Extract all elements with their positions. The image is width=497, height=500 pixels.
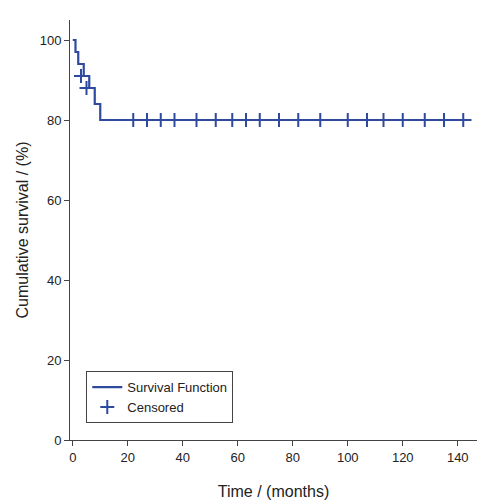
svg-text:20: 20: [47, 353, 61, 368]
svg-text:80: 80: [47, 113, 61, 128]
svg-text:Censored: Censored: [127, 400, 183, 415]
svg-text:40: 40: [176, 450, 190, 465]
svg-text:0: 0: [54, 433, 61, 448]
svg-text:60: 60: [47, 193, 61, 208]
svg-text:100: 100: [337, 450, 359, 465]
svg-text:60: 60: [231, 450, 245, 465]
svg-text:80: 80: [286, 450, 300, 465]
svg-text:140: 140: [447, 450, 469, 465]
svg-text:40: 40: [47, 273, 61, 288]
svg-text:120: 120: [392, 450, 414, 465]
svg-text:0: 0: [69, 450, 76, 465]
svg-text:Survival Function: Survival Function: [127, 380, 227, 395]
svg-text:Time / (months): Time / (months): [218, 483, 329, 500]
svg-text:100: 100: [40, 33, 62, 48]
svg-text:20: 20: [121, 450, 135, 465]
svg-text:Cumulative survival / (%): Cumulative survival / (%): [14, 142, 31, 319]
